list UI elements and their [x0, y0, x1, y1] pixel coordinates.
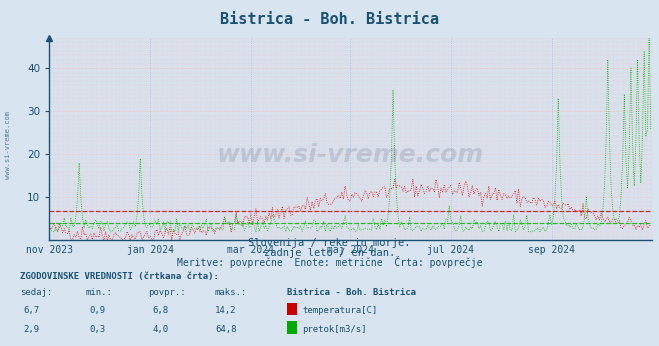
Text: pretok[m3/s]: pretok[m3/s] — [302, 325, 367, 334]
Text: Meritve: povprečne  Enote: metrične  Črta: povprečje: Meritve: povprečne Enote: metrične Črta:… — [177, 256, 482, 268]
Text: 64,8: 64,8 — [215, 325, 237, 334]
Text: Bistrica - Boh. Bistrica: Bistrica - Boh. Bistrica — [287, 288, 416, 297]
Text: sedaj:: sedaj: — [20, 288, 52, 297]
Text: www.si-vreme.com: www.si-vreme.com — [217, 144, 484, 167]
Text: maks.:: maks.: — [214, 288, 246, 297]
Text: 2,9: 2,9 — [24, 325, 40, 334]
Text: www.si-vreme.com: www.si-vreme.com — [5, 111, 11, 179]
Text: 4,0: 4,0 — [152, 325, 168, 334]
Text: Bistrica - Boh. Bistrica: Bistrica - Boh. Bistrica — [220, 12, 439, 27]
Text: min.:: min.: — [86, 288, 113, 297]
Text: 14,2: 14,2 — [215, 307, 237, 316]
Text: 6,8: 6,8 — [152, 307, 168, 316]
Text: Slovenija / reke in morje.: Slovenija / reke in morje. — [248, 238, 411, 248]
Text: zadnje leto / en dan.: zadnje leto / en dan. — [264, 248, 395, 258]
Text: temperatura[C]: temperatura[C] — [302, 307, 378, 316]
Text: 6,7: 6,7 — [24, 307, 40, 316]
Text: povpr.:: povpr.: — [148, 288, 186, 297]
Text: 0,3: 0,3 — [90, 325, 105, 334]
Text: 0,9: 0,9 — [90, 307, 105, 316]
Text: ZGODOVINSKE VREDNOSTI (črtkana črta):: ZGODOVINSKE VREDNOSTI (črtkana črta): — [20, 272, 219, 281]
